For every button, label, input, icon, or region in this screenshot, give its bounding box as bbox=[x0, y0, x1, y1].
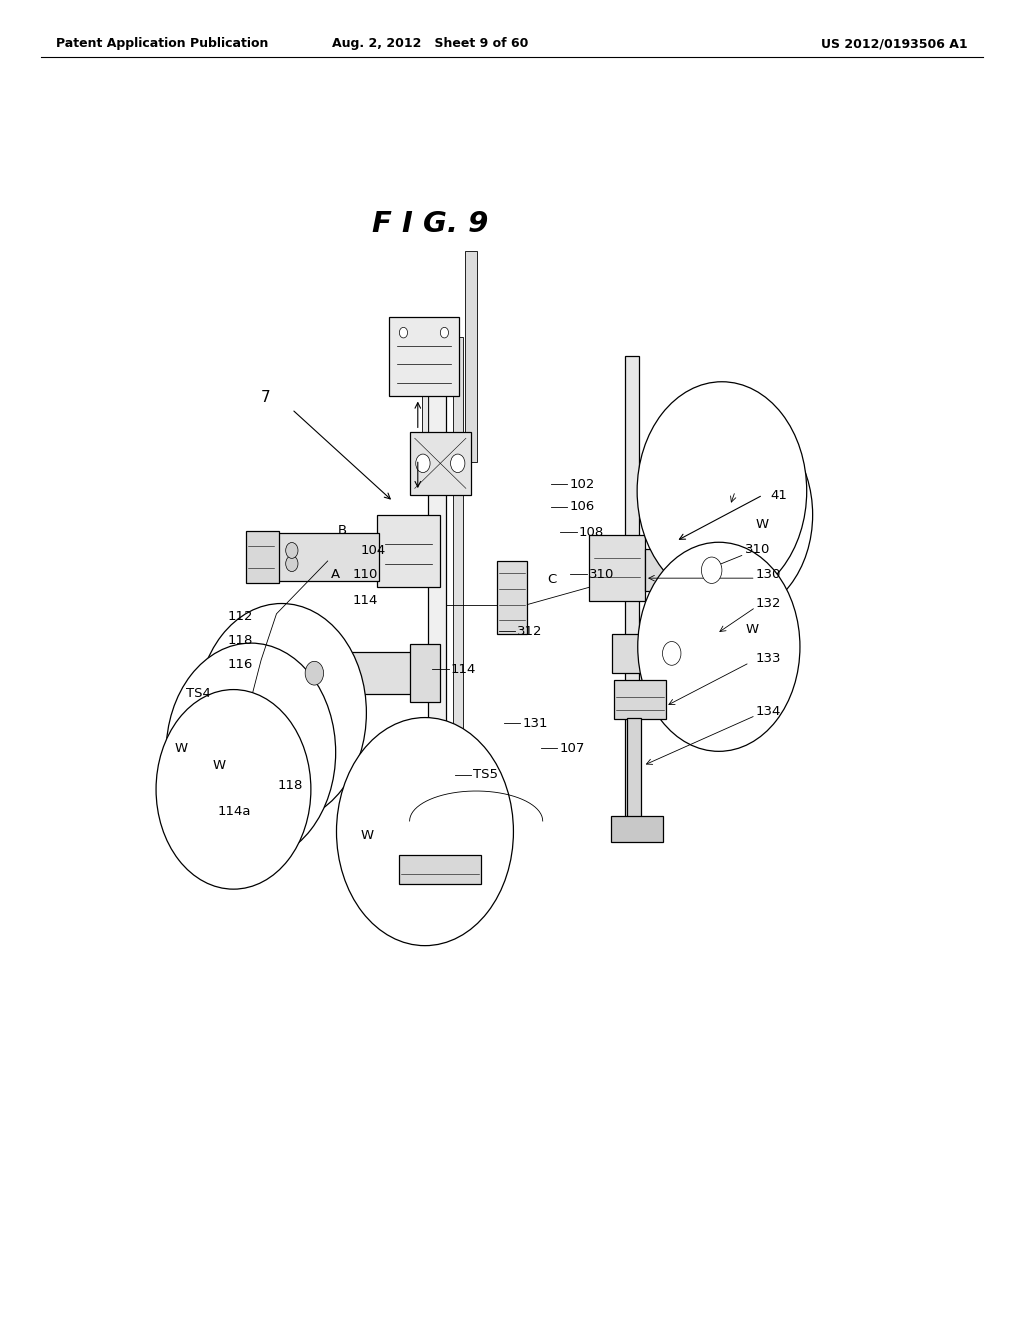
Text: 107: 107 bbox=[559, 742, 585, 755]
Ellipse shape bbox=[337, 718, 513, 945]
Text: 131: 131 bbox=[522, 717, 548, 730]
Bar bbox=[627, 718, 641, 818]
Circle shape bbox=[701, 557, 722, 583]
Text: 41: 41 bbox=[770, 488, 786, 502]
Ellipse shape bbox=[156, 689, 311, 890]
Circle shape bbox=[399, 327, 408, 338]
Text: W: W bbox=[360, 829, 374, 842]
Text: 116: 116 bbox=[227, 657, 253, 671]
Text: 112: 112 bbox=[227, 610, 253, 623]
Circle shape bbox=[451, 454, 465, 473]
Text: 110: 110 bbox=[352, 568, 378, 581]
Text: Patent Application Publication: Patent Application Publication bbox=[56, 37, 268, 50]
Bar bbox=[612, 634, 672, 673]
Ellipse shape bbox=[657, 414, 813, 615]
Bar bbox=[302, 652, 420, 694]
Text: 106: 106 bbox=[569, 500, 595, 513]
Text: 104: 104 bbox=[360, 544, 386, 557]
Text: 7: 7 bbox=[261, 391, 270, 405]
Ellipse shape bbox=[638, 543, 800, 751]
Text: 312: 312 bbox=[517, 624, 543, 638]
Text: 118: 118 bbox=[227, 634, 253, 647]
Bar bbox=[422, 343, 428, 462]
Bar bbox=[625, 356, 639, 832]
Text: 310: 310 bbox=[745, 543, 771, 556]
Bar bbox=[497, 561, 527, 634]
Bar bbox=[465, 251, 477, 462]
Bar bbox=[276, 533, 379, 581]
Text: 102: 102 bbox=[569, 478, 595, 491]
Text: W: W bbox=[745, 623, 759, 636]
Text: 114a: 114a bbox=[217, 805, 251, 818]
Bar bbox=[589, 535, 645, 601]
Text: 108: 108 bbox=[579, 525, 604, 539]
Bar bbox=[389, 317, 459, 396]
Text: 134: 134 bbox=[756, 705, 781, 718]
Bar bbox=[410, 644, 440, 702]
Circle shape bbox=[305, 661, 324, 685]
Text: 118: 118 bbox=[278, 779, 303, 792]
Text: TS4: TS4 bbox=[186, 686, 211, 700]
Bar bbox=[428, 337, 446, 858]
Text: US 2012/0193506 A1: US 2012/0193506 A1 bbox=[821, 37, 968, 50]
Ellipse shape bbox=[197, 603, 367, 822]
Text: W: W bbox=[213, 759, 226, 772]
Text: 133: 133 bbox=[756, 652, 781, 665]
Ellipse shape bbox=[166, 643, 336, 862]
Text: F I G. 9: F I G. 9 bbox=[372, 210, 488, 238]
Text: W: W bbox=[174, 742, 187, 755]
Circle shape bbox=[416, 454, 430, 473]
Bar bbox=[614, 680, 666, 719]
Bar bbox=[611, 816, 663, 842]
Text: A: A bbox=[331, 568, 340, 581]
Ellipse shape bbox=[637, 381, 807, 601]
Text: C: C bbox=[547, 573, 556, 586]
Text: 114: 114 bbox=[451, 663, 476, 676]
Bar bbox=[246, 531, 279, 583]
Circle shape bbox=[663, 642, 681, 665]
Bar bbox=[453, 337, 463, 858]
Bar bbox=[377, 515, 440, 587]
Text: 310: 310 bbox=[589, 568, 614, 581]
Circle shape bbox=[286, 543, 298, 558]
Bar bbox=[399, 855, 481, 884]
Bar bbox=[410, 432, 471, 495]
Bar bbox=[645, 549, 712, 591]
Text: 114: 114 bbox=[352, 594, 378, 607]
Circle shape bbox=[286, 556, 298, 572]
Text: W: W bbox=[756, 517, 769, 531]
Text: TS5: TS5 bbox=[473, 768, 498, 781]
Circle shape bbox=[440, 327, 449, 338]
Text: 130: 130 bbox=[756, 568, 781, 581]
Text: 132: 132 bbox=[756, 597, 781, 610]
Text: Aug. 2, 2012   Sheet 9 of 60: Aug. 2, 2012 Sheet 9 of 60 bbox=[332, 37, 528, 50]
Text: B: B bbox=[338, 524, 347, 537]
